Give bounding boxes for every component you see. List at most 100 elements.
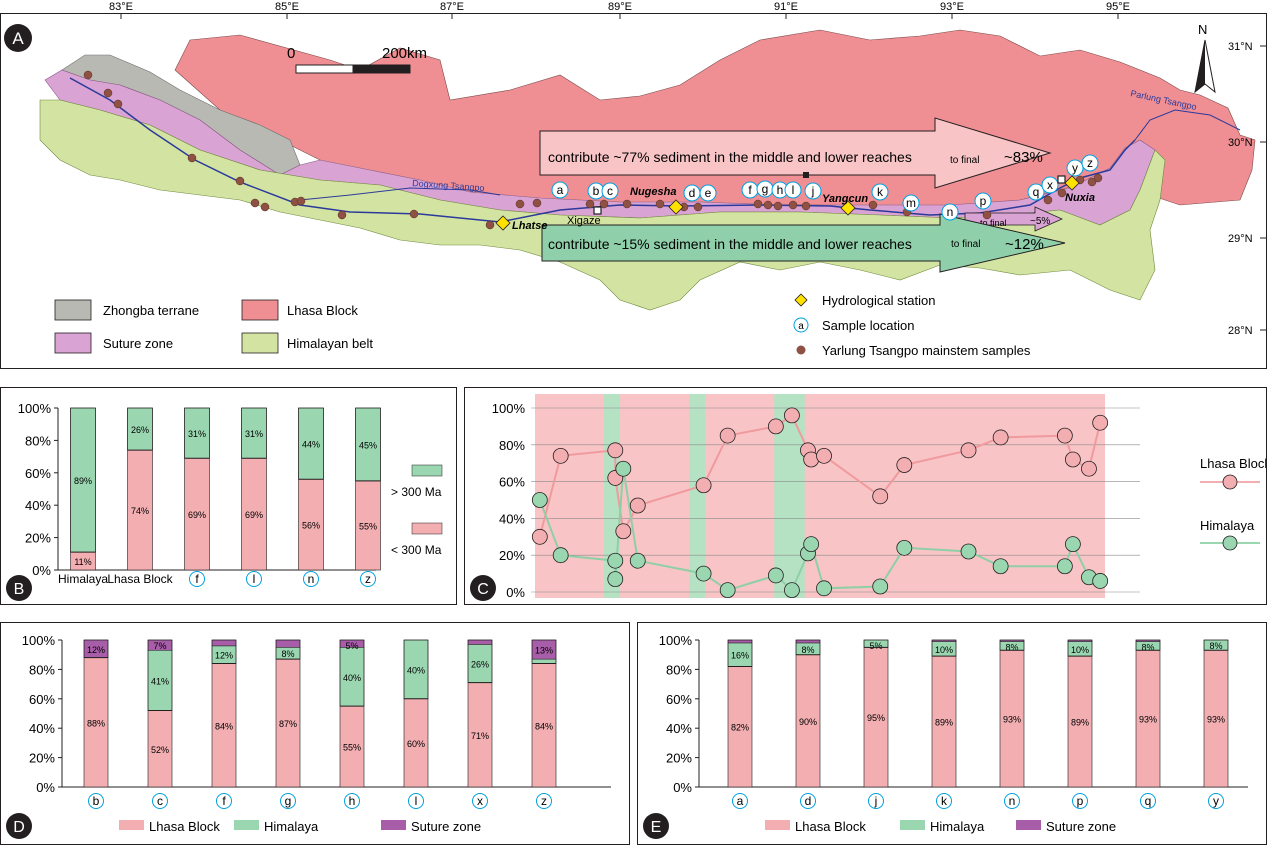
panel-e-letter: E [651, 819, 662, 836]
lat-label: 31°N [1228, 41, 1253, 53]
xlabel-circle [536, 793, 552, 809]
latitude-labels: 31°N 30°N 29°N 28°N [1228, 41, 1266, 337]
sample-label-b: b [593, 184, 600, 198]
lhasa-city-icon [803, 172, 809, 178]
d-legend: Lhasa Block Himalaya Suture zone [119, 819, 481, 834]
bar-value-label: 11% [74, 557, 91, 567]
bar-value-label: 84% [215, 721, 233, 731]
2-ytick-label: 80% [29, 662, 55, 677]
c-point-lhasa-block [992, 429, 1009, 446]
bar-outline [83, 639, 109, 788]
xlabel-f: f [222, 794, 226, 808]
mainstem-sample-dot [235, 176, 245, 186]
mainstem-sample-dot [250, 198, 260, 208]
sample-label-circle [804, 182, 822, 200]
bar-outline [184, 407, 210, 571]
bar-value-label: 8% [801, 645, 814, 655]
bar-value-label: 26% [131, 425, 149, 435]
c-legend-lhasa-label: Lhasa Block [1200, 456, 1266, 471]
c-ytick-label: 0% [506, 585, 525, 600]
arrow-lhasa-final-value: ~83% [1004, 149, 1043, 166]
xlabel-c: c [157, 794, 163, 808]
arrow-lhasa-shape [539, 117, 1052, 189]
bar-value-label: 69% [188, 510, 206, 520]
xlabel-circle [472, 793, 488, 809]
bar-z-himalaya [531, 658, 557, 664]
c-point-lhasa-block [784, 407, 800, 424]
bar-outline [298, 407, 324, 571]
xlabel-b: b [93, 794, 100, 808]
c-point-himalaya [1056, 558, 1073, 575]
panel-c-chart: 0%20%40%60%80%100% Lhasa Block Himalaya … [470, 394, 1269, 601]
c-point-lhasa-block [1081, 460, 1097, 477]
bar-value-label: 93% [1003, 715, 1021, 725]
b-bars: 11% 89% 74% 26% 69% 31% 69% 31% 56% 44% 55% 45% [70, 407, 381, 571]
c-point-lhasa-block [531, 528, 548, 545]
lon-label: 91°E [774, 1, 798, 13]
bar-f-suture-zone [211, 639, 237, 647]
sample-label-circle [974, 192, 992, 210]
mainstem-sample-dot [693, 202, 703, 212]
b-legend-green-label: > 300 Ma [391, 485, 442, 499]
place-nuxia: Nuxia [1065, 192, 1095, 204]
xlabel-f: f [195, 572, 199, 586]
parlung-river [1134, 109, 1241, 141]
sample-label-f: f [748, 183, 752, 197]
legend-sample-label: Sample location [822, 318, 915, 333]
bar-value-label: 60% [407, 739, 425, 749]
bar-d-suture-zone [795, 639, 821, 644]
xlabel-circle [1140, 793, 1156, 809]
mainstem-sample-dot [1093, 173, 1103, 183]
sample-label-circle [1081, 154, 1099, 172]
bar-value-label: 7% [153, 641, 166, 651]
panel-a-letter: A [12, 29, 24, 48]
b-legend-green-swatch [411, 464, 443, 477]
xlabel-circle [408, 793, 424, 809]
bar-y-lhasa-block [1204, 650, 1228, 787]
arrow-suture-final-label: to final [980, 218, 1007, 228]
bar-value-label: 8% [1005, 642, 1018, 652]
c-point-lhasa-block [695, 477, 712, 494]
bar-outline [241, 407, 267, 571]
bar-value-label: 89% [935, 718, 953, 728]
panel-d-letter: D [13, 819, 25, 836]
3-ytick-label: 40% [666, 721, 692, 736]
bar-j-lhasa-block [864, 647, 888, 787]
scale-bar: 0 200km [287, 45, 427, 74]
bar-outline [795, 639, 821, 788]
xlabel-a: a [737, 794, 744, 808]
arrow-suture-final-value: ~5% [1030, 216, 1050, 227]
mainstem-sample-dot [868, 200, 878, 210]
2-ytick-label: 60% [29, 692, 55, 707]
bar-value-label: 12% [215, 651, 233, 661]
xlabel-circle [88, 793, 104, 809]
xlabel-circle [800, 793, 816, 809]
c-ytick-label: 40% [499, 511, 525, 526]
bar-value-label: 90% [799, 717, 817, 727]
mainstem-sample-dot [485, 220, 495, 230]
sample-label-e: e [705, 186, 712, 200]
bar-l--300-ma [241, 458, 267, 570]
2-ytick-label: 40% [29, 721, 55, 736]
xlabel-circle [280, 793, 296, 809]
mainstem-sample-dot [1087, 177, 1097, 187]
bar-x-lhasa-block [468, 682, 492, 787]
bar-b-lhasa-block [84, 657, 108, 787]
bar-value-label: 93% [1207, 715, 1225, 725]
sample-label-circle [1027, 183, 1045, 201]
mainstem-sample-dot [260, 202, 270, 212]
e-legend-himalaya-swatch [900, 820, 925, 830]
bar-z--300-ma [355, 407, 381, 482]
bar-value-label: 8% [281, 649, 294, 659]
xigaze-town-icon [593, 206, 602, 215]
2-ytick-label: 0% [36, 780, 55, 795]
sample-label-n: n [947, 205, 954, 219]
legend-mainstem-icon [796, 345, 806, 355]
sample-label-d: d [689, 186, 696, 200]
e-legend-suture-label: Suture zone [1046, 819, 1116, 834]
c-legend-himalaya-label: Himalaya [1200, 518, 1255, 533]
bar-outline [1067, 639, 1093, 788]
arrow-himalaya-contribution: contribute ~15% sediment in the middle a… [541, 213, 1066, 273]
b-legend-pink-swatch [411, 522, 443, 535]
bar-value-label: 31% [245, 429, 263, 439]
